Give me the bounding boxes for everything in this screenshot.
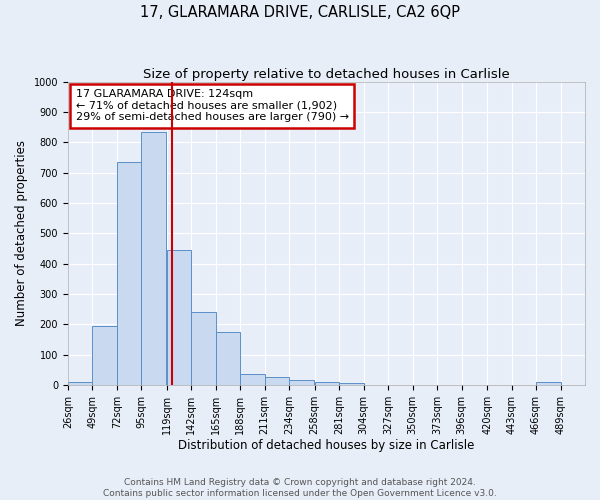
Bar [536,382,560,385]
Bar [117,162,141,385]
Bar [339,384,364,385]
Y-axis label: Number of detached properties: Number of detached properties [15,140,28,326]
X-axis label: Distribution of detached houses by size in Carlisle: Distribution of detached houses by size … [178,440,475,452]
Bar [240,374,265,385]
Text: 17, GLARAMARA DRIVE, CARLISLE, CA2 6QP: 17, GLARAMARA DRIVE, CARLISLE, CA2 6QP [140,5,460,20]
Bar [92,326,117,385]
Bar [68,382,92,385]
Bar [141,132,166,385]
Bar [265,378,289,385]
Bar [167,250,191,385]
Bar [289,380,314,385]
Bar [191,312,216,385]
Text: 17 GLARAMARA DRIVE: 124sqm
← 71% of detached houses are smaller (1,902)
29% of s: 17 GLARAMARA DRIVE: 124sqm ← 71% of deta… [76,89,349,122]
Title: Size of property relative to detached houses in Carlisle: Size of property relative to detached ho… [143,68,510,80]
Bar [216,332,240,385]
Bar [314,382,339,385]
Text: Contains HM Land Registry data © Crown copyright and database right 2024.
Contai: Contains HM Land Registry data © Crown c… [103,478,497,498]
